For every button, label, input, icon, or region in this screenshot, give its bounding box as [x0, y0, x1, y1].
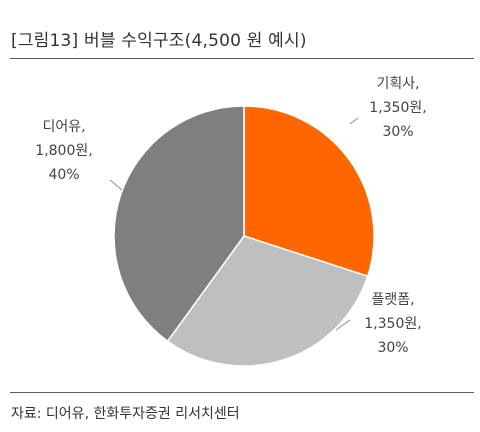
pie-slice-3 — [113, 105, 245, 343]
leader-lines — [109, 117, 359, 331]
leader-line-2 — [335, 319, 351, 331]
slice-label-line: 30% — [382, 124, 413, 140]
source-divider — [10, 392, 474, 393]
slice-label-line: 1,800원, — [35, 143, 92, 159]
pie-slices — [113, 105, 375, 367]
slice-label-2: 플랫폼, 1,350원, 30% — [364, 292, 421, 356]
slice-label-line: 1,350원, — [364, 316, 421, 332]
slice-label-line: 40% — [48, 167, 79, 183]
leader-line-3 — [109, 179, 123, 191]
title-divider — [10, 58, 474, 59]
slice-label-line: 1,350원, — [369, 100, 426, 116]
pie-slice-2 — [166, 235, 369, 367]
slice-label-line: 디어유, — [42, 119, 85, 135]
source-note: 자료: 디어유, 한화투자증권 리서치센터 — [11, 406, 240, 422]
slice-label-line: 기획사, — [376, 76, 419, 92]
pie-slice-1 — [243, 105, 375, 278]
leader-line-1 — [349, 117, 359, 125]
slice-label-line: 플랫폼, — [371, 292, 414, 308]
slice-label-line: 30% — [377, 340, 408, 356]
slice-label-1: 기획사, 1,350원, 30% — [369, 76, 426, 140]
slice-labels: 기획사, 1,350원, 30% 플랫폼, 1,350원, 30% 디어유, 1,800원, 4… — [35, 76, 426, 356]
chart-title: [그림13] 버블 수익구조(4,500 원 예시) — [11, 31, 307, 51]
slice-label-3: 디어유, 1,800원, 40% — [35, 119, 92, 183]
